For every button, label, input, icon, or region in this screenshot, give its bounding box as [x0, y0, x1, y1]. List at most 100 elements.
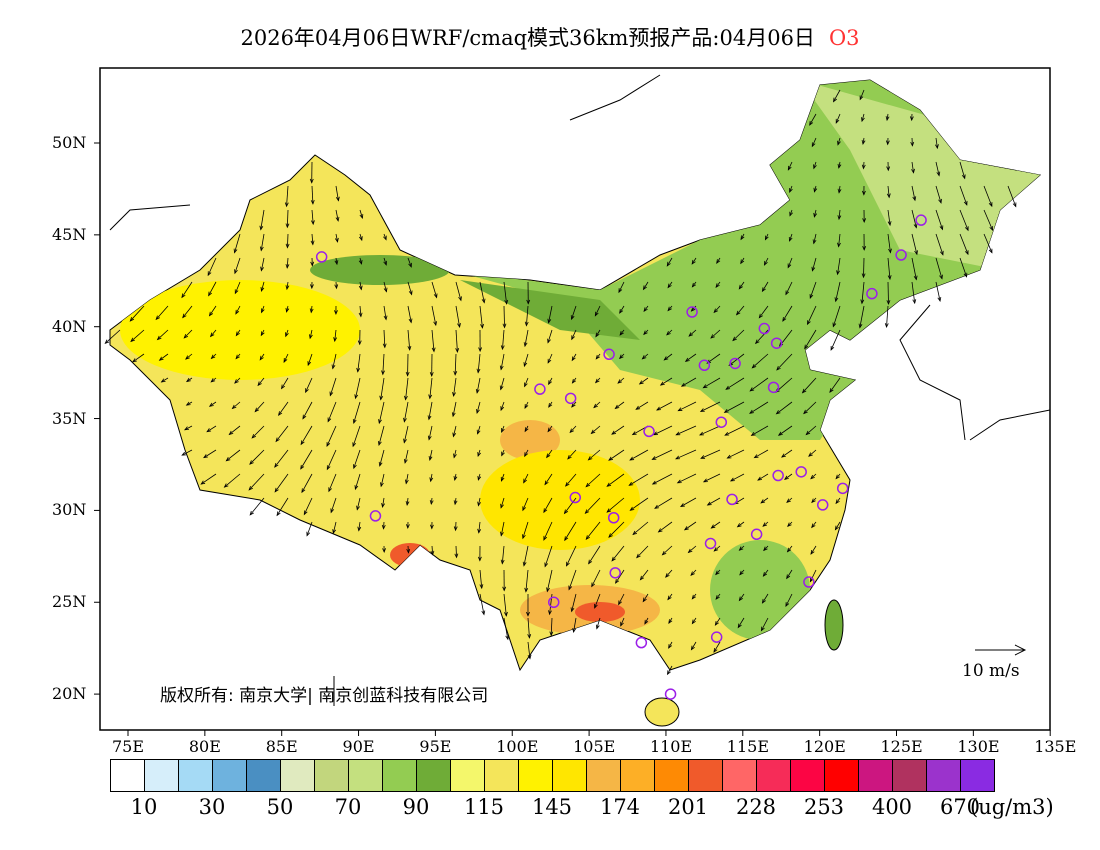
wind-arrow [911, 257, 917, 280]
wind-arrow [861, 113, 865, 122]
station-marker [715, 416, 728, 428]
wind-arrow [571, 593, 577, 612]
wind-arrow [260, 257, 265, 271]
wind-arrow [652, 449, 673, 460]
wind-arrow [353, 449, 361, 469]
wind-arrow [715, 617, 721, 626]
wind-arrow [334, 329, 337, 342]
wind-arrow [606, 473, 625, 487]
colorbar-swatch [281, 760, 315, 791]
title-text: 2026年04月06日WRF/cmaq模式36km预报产品:04月06日 [240, 26, 815, 50]
wind-arrow [809, 281, 817, 299]
lat-tick-label: 40N [52, 316, 87, 336]
wind-arrow [157, 329, 169, 340]
wind-arrow [286, 209, 289, 228]
wind-arrow [359, 233, 363, 241]
lon-tick-label: 115E [726, 737, 770, 756]
lon-tick-label: 90E [342, 737, 375, 756]
lat-tick-label: 25N [52, 592, 87, 612]
wind-arrow [677, 473, 697, 484]
station-marker [686, 306, 698, 318]
wind-arrow [643, 305, 649, 312]
wind-arrow [887, 257, 891, 280]
wind-arrow [737, 521, 745, 528]
wind-arrow [307, 353, 313, 366]
wind-arrow [667, 281, 673, 288]
wind-arrow [353, 401, 361, 424]
colorbar-swatch [383, 760, 417, 791]
wind-arrow [161, 377, 169, 383]
wind-arrow [207, 257, 217, 276]
wind-arrow [185, 353, 193, 360]
wind-arrow [455, 281, 462, 301]
wind-arrow [261, 281, 265, 292]
wind-arrow [668, 641, 673, 649]
wind-arrow [829, 377, 841, 393]
wind-arrow [762, 521, 769, 527]
wind-arrow [588, 449, 601, 461]
wind-arrow [680, 497, 697, 507]
wind-arrow [887, 233, 891, 253]
wind-arrow [835, 497, 841, 504]
wind-arrow [259, 353, 265, 361]
wind-arrow [571, 305, 577, 320]
station-marker [770, 337, 783, 349]
wind-arrow [544, 473, 553, 485]
lon-tick-label: 75E [112, 737, 145, 756]
wind-arrow [757, 473, 769, 481]
colorbar-swatch [213, 760, 247, 791]
wind-arrow [234, 233, 241, 253]
wind-arrow [326, 449, 337, 470]
wind-arrow [211, 353, 217, 359]
colorbar-swatch [621, 760, 655, 791]
wind-arrow [524, 401, 529, 409]
wind-arrow [887, 185, 890, 198]
wind-arrow [407, 305, 412, 323]
wind-arrow [703, 377, 721, 389]
wind-arrow [620, 617, 625, 626]
wind-arrow [181, 281, 193, 298]
wind-arrow [203, 449, 217, 458]
wind-arrow [303, 497, 313, 515]
wind-arrow [224, 473, 241, 488]
station-marker [772, 469, 784, 482]
wind-arrow [311, 233, 314, 245]
wind-arrow [832, 305, 841, 327]
wind-arrow [251, 425, 265, 439]
wind-arrow [594, 305, 601, 316]
wind-arrow [234, 377, 241, 384]
wind-arrow [429, 377, 433, 399]
wind-arrow [642, 593, 649, 602]
station-marker [750, 528, 763, 541]
wind-arrow [713, 305, 721, 313]
station-marker [915, 214, 927, 226]
wind-arrow [335, 185, 339, 201]
wind-arrow [761, 617, 769, 631]
wind-arrow [546, 569, 553, 592]
wind-arrow [407, 329, 411, 350]
wind-arrow [311, 209, 314, 225]
colorbar-unit: (ug/m3) [970, 795, 1054, 819]
wind-arrow [186, 401, 193, 406]
wind-arrow [785, 593, 793, 607]
wind-arrow [357, 353, 361, 372]
wind-arrow [676, 425, 697, 436]
wind-arrow [431, 305, 437, 326]
wind-arrow [785, 281, 793, 295]
wind-arrow [763, 569, 769, 577]
wind-arrow [656, 401, 673, 411]
wind-arrow [300, 425, 313, 445]
wind-arrow [503, 281, 508, 304]
wind-arrow [310, 305, 313, 313]
wind-arrow [479, 281, 485, 303]
wind-arrow [681, 377, 697, 387]
wind-arrow [566, 545, 577, 566]
wind-arrow [737, 617, 745, 628]
wind-arrow [585, 521, 601, 540]
wind-arrow [383, 257, 387, 266]
wind-arrow [632, 521, 649, 535]
wind-arrow [740, 257, 745, 264]
wind-arrow [234, 281, 241, 294]
colorbar-swatch [247, 760, 281, 791]
wind-arrow [959, 233, 969, 255]
